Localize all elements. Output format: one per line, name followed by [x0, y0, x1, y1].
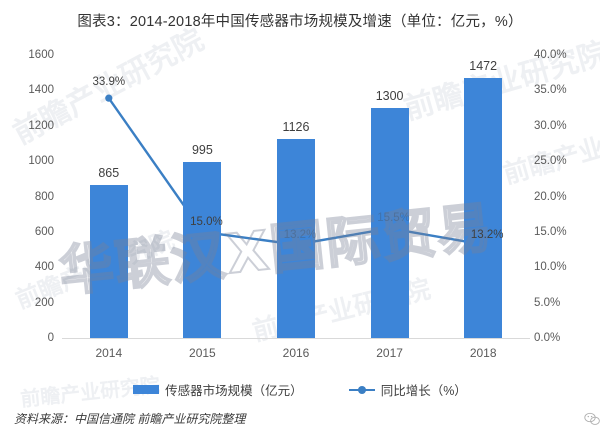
chart-legend: 传感器市场规模（亿元） 同比增长（%） — [0, 380, 600, 399]
bar-value-label: 1472 — [469, 58, 498, 73]
y-axis-left-tick: 800 — [34, 190, 54, 203]
x-axis-tick: 2015 — [189, 346, 216, 360]
wechat-icon — [584, 412, 600, 425]
legend-item-bar-series[interactable]: 传感器市场规模（亿元） — [133, 380, 303, 399]
bar-2017[interactable] — [370, 108, 409, 338]
y-axis-right-tick: 25.0% — [534, 155, 567, 168]
legend-line-label: 同比增长（%） — [380, 384, 467, 398]
bar-2016[interactable] — [277, 138, 315, 338]
source-note: 资料来源：中国信通院 前瞻产业研究院整理 — [14, 412, 246, 426]
line-value-label: 13.2% — [283, 228, 317, 241]
line-value-label: 15.0% — [190, 215, 223, 228]
x-axis-tick: 2017 — [376, 346, 403, 360]
y-axis-left-tick: 200 — [34, 296, 54, 309]
bar-value-label: 995 — [191, 143, 213, 157]
plot-area — [62, 55, 530, 338]
y-axis-right-tick: 5.0% — [534, 296, 561, 309]
y-axis-left-tick: 400 — [34, 261, 54, 274]
bar-value-label: 1126 — [282, 119, 310, 134]
legend-line-swatch-icon — [348, 385, 375, 395]
legend-bar-label: 传感器市场规模（亿元） — [165, 384, 303, 398]
chart-title: 图表3：2014-2018年中国传感器市场规模及增速（单位：亿元，%） — [77, 14, 523, 30]
y-axis-right-tick: 10.0% — [534, 261, 567, 274]
y-axis-left-tick: 600 — [34, 225, 54, 238]
line-value-label: 15.5% — [377, 212, 410, 225]
axis-baseline — [62, 338, 530, 339]
line-value-label: 33.9% — [92, 76, 126, 89]
y-axis-right-tick: 40.0% — [534, 49, 567, 61]
y-axis-right-tick: 15.0% — [534, 225, 567, 238]
y-axis-left-tick: 1400 — [28, 84, 54, 97]
bar-2014[interactable] — [89, 185, 128, 338]
y-axis-right-tick: 0.0% — [534, 332, 561, 344]
bar-value-label: 865 — [98, 166, 120, 180]
y-axis-left-tick: 1000 — [28, 155, 54, 168]
x-axis-tick: 2018 — [469, 346, 497, 360]
x-axis-tick: 2016 — [282, 346, 310, 360]
bar-value-label: 1300 — [375, 89, 404, 104]
bar-2015[interactable] — [183, 162, 222, 338]
y-axis-right-tick: 35.0% — [534, 84, 567, 97]
legend-item-line-series[interactable]: 同比增长（%） — [348, 380, 467, 399]
legend-bar-swatch-icon — [133, 385, 160, 394]
y-axis-left-tick: 1200 — [28, 119, 54, 132]
y-axis-left-tick: 0 — [47, 332, 54, 344]
line-value-label: 13.2% — [470, 228, 504, 241]
y-axis-right-tick: 20.0% — [534, 190, 567, 203]
bar-2018[interactable] — [464, 77, 503, 338]
line-point-2014[interactable] — [105, 94, 113, 102]
y-axis-left-tick: 1600 — [28, 49, 54, 61]
x-axis-tick: 2014 — [95, 346, 123, 360]
y-axis-right-tick: 30.0% — [534, 119, 567, 132]
